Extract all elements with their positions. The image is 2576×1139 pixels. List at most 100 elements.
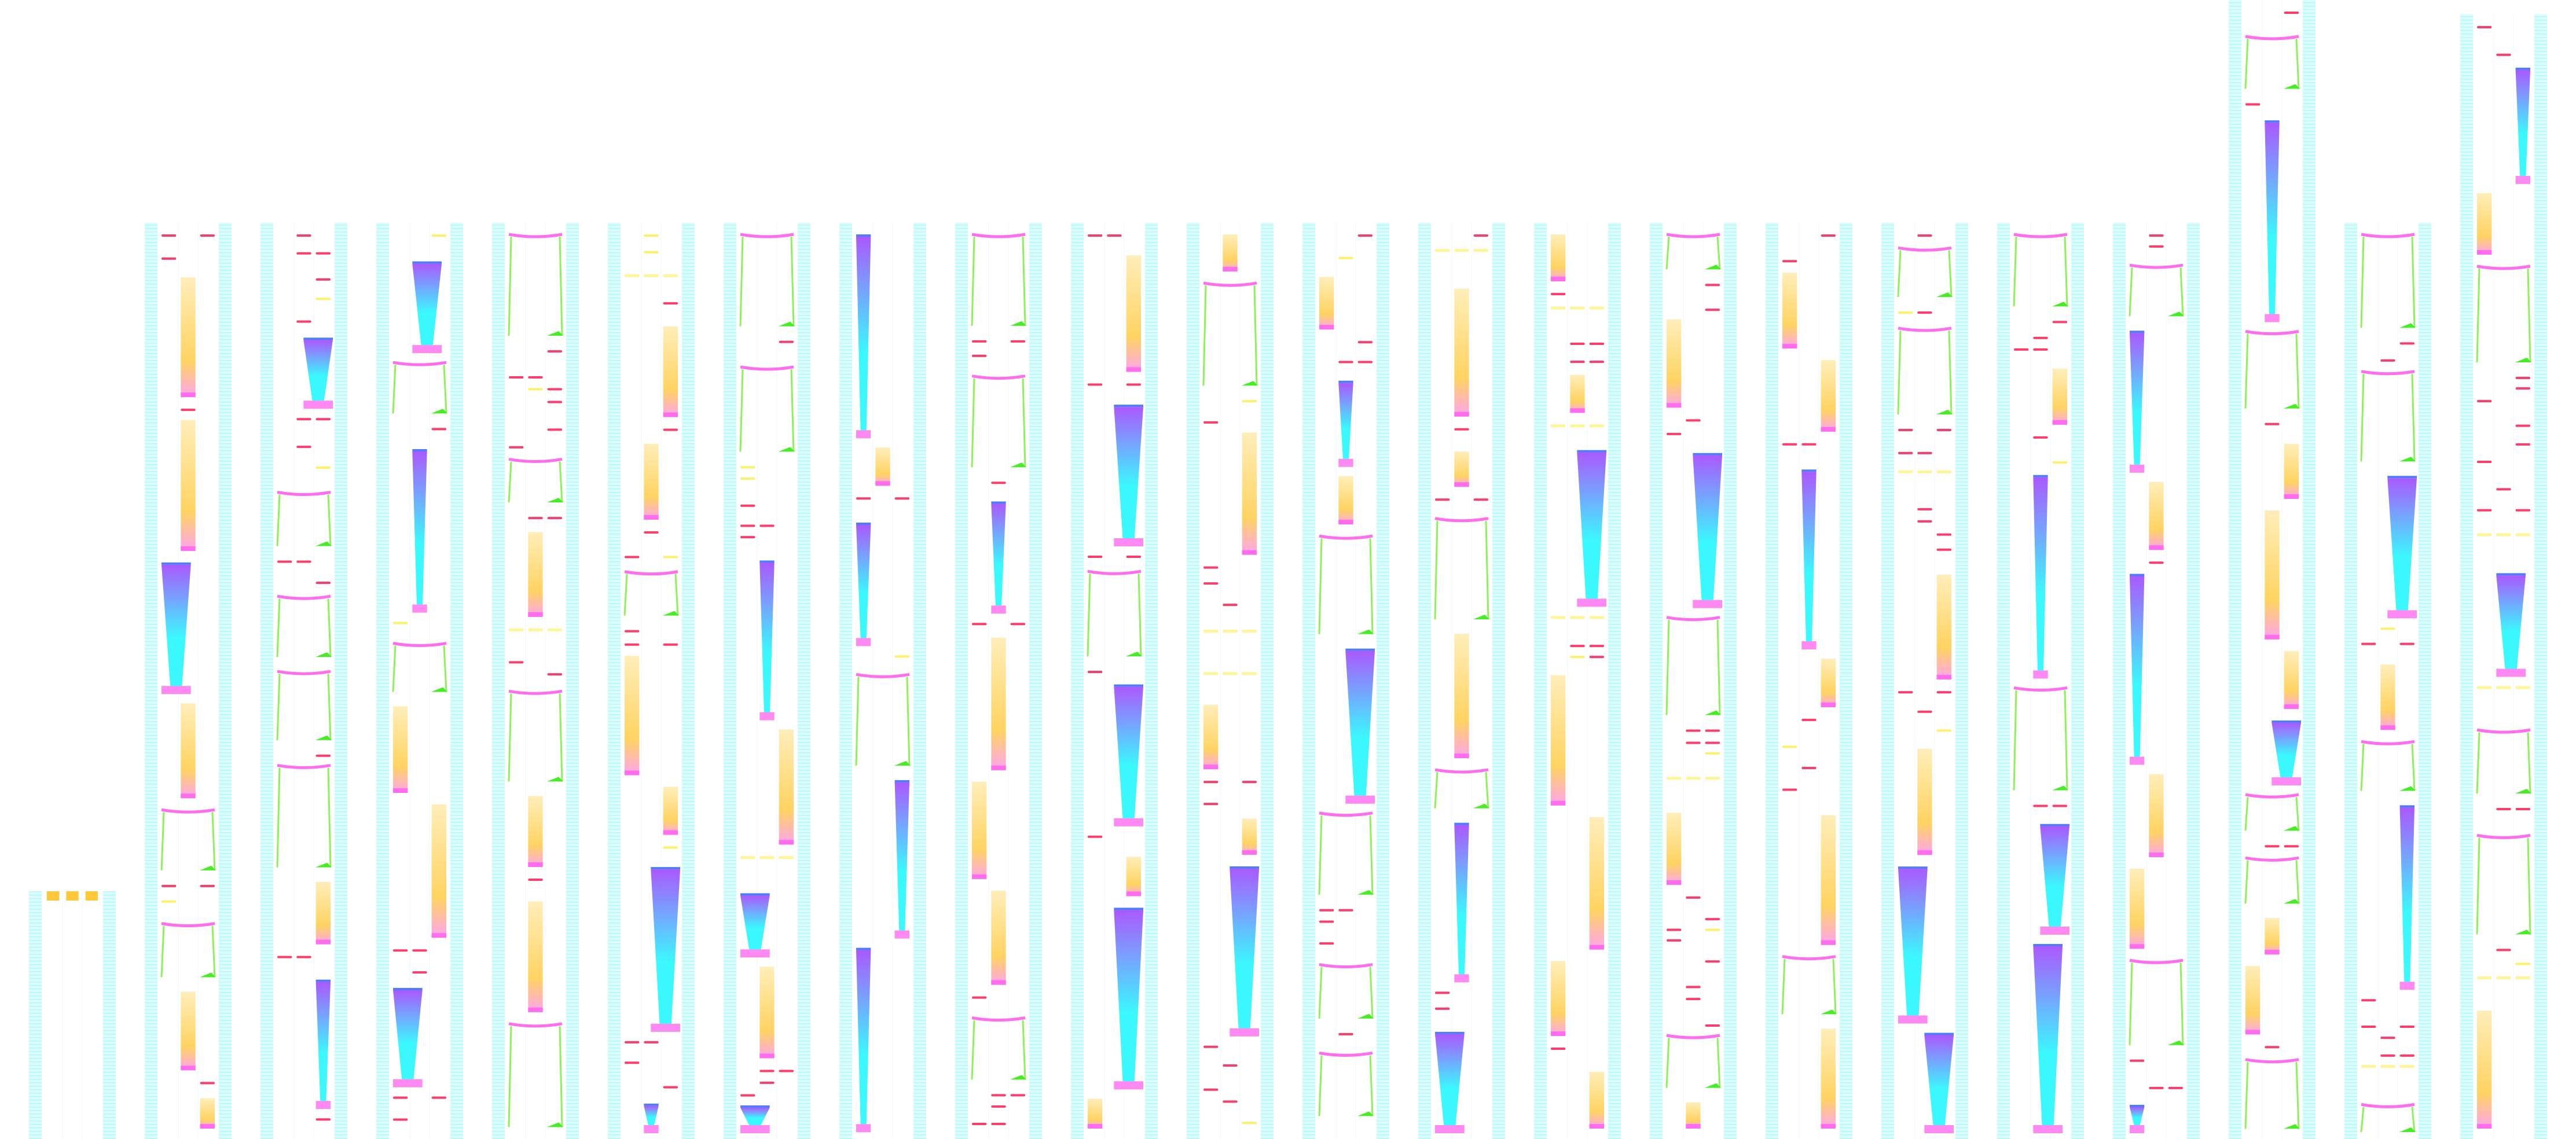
lane-left-rail	[29, 891, 42, 1139]
guide-line	[2411, 744, 2416, 791]
slide-start-bar	[740, 893, 770, 896]
flick-arc	[392, 642, 447, 647]
hold-note-tail	[1821, 427, 1836, 432]
guide-line	[674, 574, 679, 616]
hold-note-tail	[2130, 944, 2145, 949]
tap-note	[2265, 845, 2280, 848]
flick-arc	[2245, 35, 2299, 41]
slide-body	[412, 263, 442, 346]
guide-line	[1022, 1020, 1026, 1080]
tap-note	[1917, 311, 1932, 314]
slide-start-bar	[2265, 120, 2280, 123]
lane-right-rail	[2419, 223, 2431, 1139]
tap-note	[2284, 12, 2299, 14]
guide-line	[276, 674, 281, 740]
tap-note	[1782, 788, 1797, 791]
tap-note	[2361, 642, 2376, 645]
guide-line	[2411, 1107, 2416, 1133]
green-arrow	[1242, 381, 1258, 386]
green-arrow	[315, 862, 332, 868]
slide-end-head	[2130, 464, 2145, 473]
slide-start-bar	[644, 1103, 659, 1106]
tap-note	[315, 466, 331, 469]
tap-note	[1357, 361, 1373, 363]
slide-end-head	[2496, 668, 2526, 677]
green-arrow	[547, 331, 563, 336]
guide-line	[160, 812, 165, 870]
green-arrow	[2168, 311, 2184, 317]
hold-note-tail	[1551, 277, 1566, 282]
tap-note	[547, 401, 562, 403]
lane-left-rail	[2113, 223, 2126, 1139]
tap-note	[1338, 361, 1353, 363]
hold-note-tail	[1088, 1124, 1103, 1129]
slide-end-head	[991, 605, 1006, 614]
yellow-note	[1705, 777, 1720, 780]
lane-13	[1418, 223, 1505, 1139]
tap-note	[315, 418, 331, 421]
tap-note	[991, 482, 1006, 484]
hold-note	[663, 787, 678, 835]
slide-end-head	[2399, 982, 2414, 990]
lane-left-rail	[1187, 223, 1199, 1139]
guide-line	[508, 693, 512, 782]
flick-arc	[277, 594, 331, 600]
flick-arc	[971, 233, 1026, 238]
slide-body	[1454, 825, 1469, 975]
hold-note-tail	[2149, 852, 2164, 857]
slide-end-head	[651, 1023, 680, 1032]
slide-end-head	[1924, 1125, 1954, 1133]
hold-note-tail	[1223, 267, 1238, 272]
yellow-note	[1242, 630, 1257, 633]
tap-note	[1667, 939, 1682, 942]
slide-end-head	[1114, 1081, 1143, 1090]
green-arrow	[663, 611, 679, 616]
tap-note	[2477, 400, 2492, 403]
slide-start-bar	[856, 522, 871, 525]
tap-note	[162, 900, 177, 903]
slide-end-head	[856, 430, 871, 439]
hold-note	[1319, 277, 1334, 330]
slide-end-head	[2033, 670, 2048, 679]
tap-note	[779, 1070, 794, 1072]
green-arrow	[2284, 403, 2300, 409]
slide-start-bar	[2130, 1104, 2145, 1107]
flick-arc	[2361, 740, 2415, 745]
tap-note	[1473, 234, 1488, 237]
green-arrow	[779, 321, 795, 326]
flick-arc	[2476, 728, 2531, 734]
hold-note-tail	[1589, 945, 1604, 950]
hold-note	[181, 277, 196, 398]
guide-line	[2527, 837, 2531, 935]
slide-body	[2040, 826, 2069, 927]
hold-note	[2380, 664, 2395, 730]
hold-note	[1551, 234, 1566, 282]
hold-note	[1589, 817, 1604, 950]
green-arrow	[431, 687, 447, 692]
slide-start-bar	[1435, 1031, 1465, 1034]
hold-note-tail	[1667, 880, 1682, 885]
hold-note-tail	[2245, 1030, 2261, 1035]
hold-note	[625, 656, 640, 776]
guide-line	[160, 925, 165, 978]
tap-note	[2515, 962, 2530, 965]
tap-note	[1782, 443, 1797, 446]
green-arrow	[2399, 1127, 2416, 1132]
hold-note	[393, 706, 408, 793]
tap-note	[296, 320, 311, 323]
flick-arc	[2013, 233, 2068, 238]
slide-start-bar	[1114, 907, 1143, 910]
green-arrow	[1357, 629, 1374, 634]
green-arrow	[2168, 1040, 2184, 1045]
green-arrow	[2284, 826, 2300, 831]
slide-start-bar	[412, 261, 442, 264]
slide-body	[1577, 452, 1606, 599]
tap-note	[1319, 942, 1334, 945]
tap-note	[181, 409, 196, 411]
hold-note-tail	[2380, 725, 2395, 730]
guide-line	[1369, 815, 1374, 895]
tap-note	[315, 1118, 331, 1121]
slide-body	[2130, 576, 2145, 757]
guide-line	[327, 494, 332, 546]
